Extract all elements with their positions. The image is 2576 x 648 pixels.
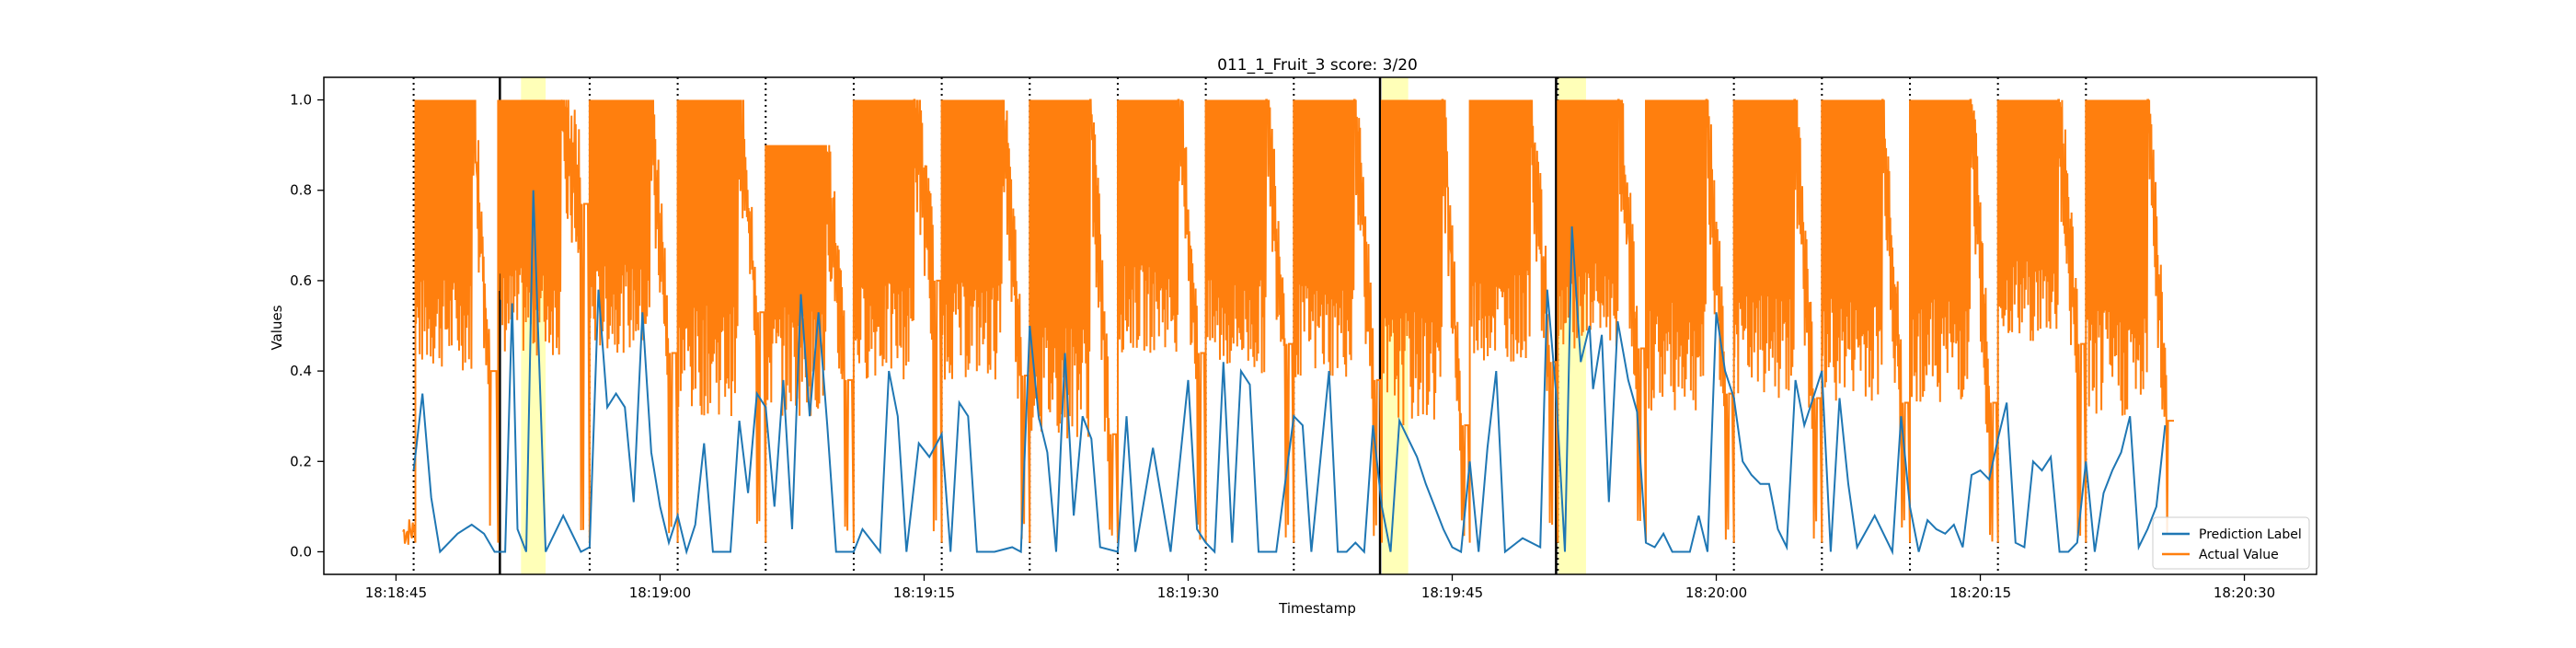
series-lines [402,98,2174,556]
y-tick-label: 0.8 [290,182,312,199]
axes: 0.0 0.2 0.4 0.6 0.8 1.0 18:18:45 18:19:00 18:19:… [290,76,2317,601]
x-axis-label: Timestamp [1278,600,1356,617]
legend-label: Prediction Label [2199,527,2302,542]
series-actual-value-line [402,98,2174,545]
x-tick-label: 18:20:00 [1685,584,1747,601]
x-tick-label: 18:19:15 [893,584,955,601]
x-tick-label: 18:20:30 [2214,584,2275,601]
legend-box [2152,516,2310,570]
y-tick-label: 0.4 [290,363,312,379]
series-prediction-label-line [412,190,2167,556]
y-tick-label: 1.0 [290,92,312,109]
plot-frame [323,76,2317,575]
x-tick-label: 18:19:00 [629,584,691,601]
y-tick-label: 0.0 [290,543,312,560]
y-axis-label: Values [269,305,285,350]
x-tick-label: 18:20:15 [1949,584,2011,601]
y-tick-label: 0.6 [290,272,312,289]
x-tick-label: 18:19:45 [1421,584,1483,601]
legend-label: Actual Value [2199,548,2279,562]
chart-title: 011_1_Fruit_3 score: 3/20 [1217,56,1418,75]
legend: Prediction Label Actual Value [2152,516,2310,570]
y-tick-label: 0.2 [290,453,312,469]
x-tick-label: 18:18:45 [365,584,427,601]
x-tick-label: 18:19:30 [1157,584,1219,601]
